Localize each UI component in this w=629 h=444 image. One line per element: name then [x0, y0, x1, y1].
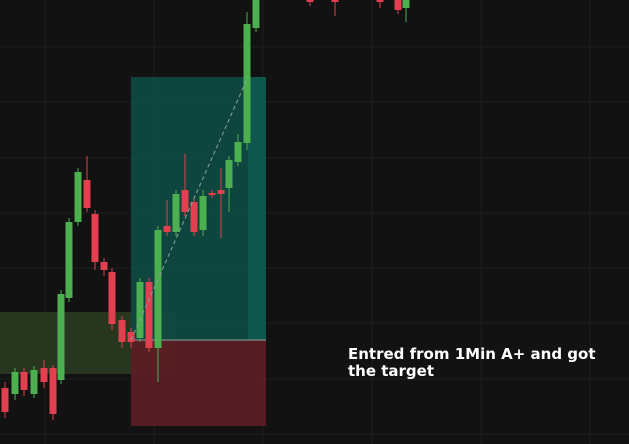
candle[interactable] — [190, 198, 198, 236]
candle-body — [181, 190, 189, 212]
candle[interactable] — [40, 360, 48, 388]
candle-body — [108, 272, 116, 324]
candle[interactable] — [199, 190, 207, 236]
candle[interactable] — [208, 190, 216, 198]
candle-body — [127, 332, 135, 342]
candle-body — [118, 320, 126, 342]
candle-body — [30, 370, 38, 394]
candle-body — [65, 222, 73, 298]
candle[interactable] — [376, 0, 384, 8]
candle-body — [306, 0, 314, 2]
candle[interactable] — [65, 218, 73, 302]
candle[interactable] — [225, 156, 233, 212]
candle-body — [91, 214, 99, 262]
candle[interactable] — [49, 365, 57, 420]
candle[interactable] — [234, 134, 242, 166]
candle[interactable] — [91, 210, 99, 270]
candle-body — [20, 372, 28, 390]
candle-body — [57, 294, 65, 380]
candle-body — [154, 230, 162, 348]
candle-body — [199, 196, 207, 230]
candle-body — [234, 142, 242, 162]
candle-body — [190, 202, 198, 232]
long-position-target-column — [248, 77, 266, 340]
candle-body — [394, 0, 402, 10]
candle-body — [252, 0, 260, 28]
candle[interactable] — [252, 0, 260, 32]
candle-body — [136, 282, 144, 338]
candle[interactable] — [217, 168, 225, 238]
candle[interactable] — [83, 156, 91, 212]
chart-annotation-text[interactable]: Entred from 1Min A+ and got the target — [348, 345, 596, 380]
candle[interactable] — [163, 200, 171, 236]
candle[interactable] — [100, 258, 108, 276]
candle[interactable] — [136, 278, 144, 342]
candle[interactable] — [20, 368, 28, 396]
candle-body — [402, 0, 410, 8]
candle-body — [331, 0, 339, 2]
candles — [1, 0, 410, 420]
candle[interactable] — [306, 0, 314, 6]
candle-body — [243, 24, 251, 143]
candle-body — [11, 372, 19, 394]
candle[interactable] — [243, 12, 251, 150]
candle[interactable] — [145, 278, 153, 352]
candle-body — [376, 0, 384, 2]
candle[interactable] — [118, 316, 126, 348]
candle-body — [49, 368, 57, 414]
candle-body — [208, 193, 216, 195]
candle-body — [83, 180, 91, 208]
candle-body — [225, 160, 233, 188]
candle-body — [163, 226, 171, 232]
candle[interactable] — [172, 190, 180, 236]
candle[interactable] — [108, 268, 116, 330]
dashed-trend-line-icon[interactable] — [130, 76, 249, 341]
candle-body — [145, 282, 153, 348]
candle[interactable] — [402, 0, 410, 22]
candle-body — [172, 194, 180, 232]
candle[interactable] — [331, 0, 339, 16]
candle[interactable] — [127, 328, 135, 348]
candle[interactable] — [154, 226, 162, 382]
candle-body — [40, 368, 48, 382]
candle[interactable] — [30, 366, 38, 398]
candle[interactable] — [57, 290, 65, 384]
candle-body — [74, 172, 82, 222]
candle-body — [1, 388, 9, 412]
candle[interactable] — [1, 382, 9, 418]
candle[interactable] — [394, 0, 402, 14]
candle-body — [217, 190, 225, 194]
candle[interactable] — [181, 154, 189, 216]
long-position-loss-zone[interactable] — [131, 340, 266, 426]
candle-body — [100, 262, 108, 270]
candle[interactable] — [74, 168, 82, 226]
candle[interactable] — [11, 368, 19, 400]
